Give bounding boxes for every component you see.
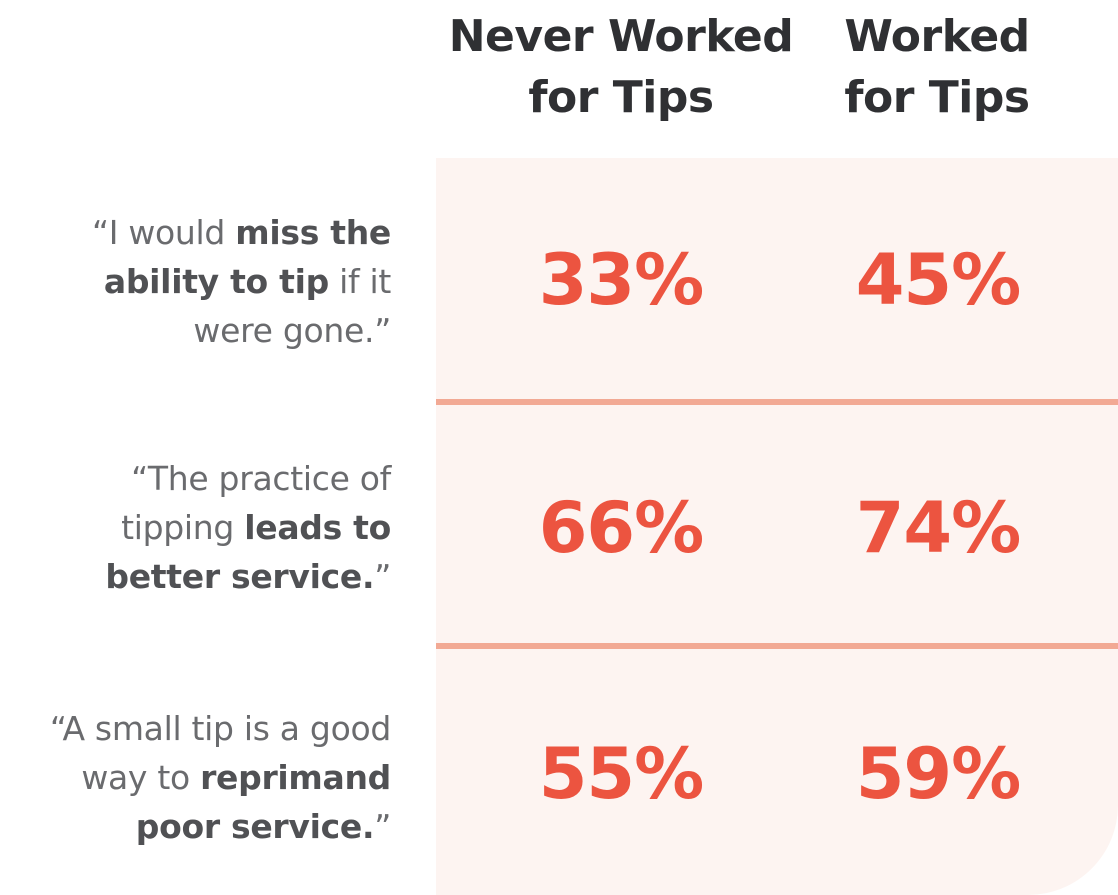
statement-line: “A small tip is a good bbox=[0, 704, 391, 753]
row-divider bbox=[436, 643, 1118, 649]
statement-line: poor service.” bbox=[0, 802, 392, 851]
statement-emphasis: better service. bbox=[105, 557, 375, 596]
statement-text: ” bbox=[374, 807, 391, 846]
row-statement-reprimand-poor-service: “A small tip is a good way to reprimand po… bbox=[0, 704, 391, 851]
column-header-line: for Tips bbox=[528, 72, 714, 123]
column-header-line: Never Worked bbox=[448, 11, 794, 62]
values-panel bbox=[436, 158, 1118, 895]
column-header-line: for Tips bbox=[844, 72, 1030, 123]
row-divider bbox=[436, 399, 1118, 405]
value-worked-reprimand: 59% bbox=[855, 733, 1022, 815]
statement-line: were gone.” bbox=[0, 306, 391, 355]
statement-text: “A small tip is a good bbox=[49, 709, 391, 748]
statement-line: way to reprimand bbox=[0, 753, 391, 802]
statement-text: were gone.” bbox=[193, 311, 391, 350]
statement-emphasis: reprimand bbox=[200, 758, 391, 797]
value-worked-miss-ability: 45% bbox=[855, 239, 1022, 321]
column-header-line: Worked bbox=[844, 11, 1030, 62]
statement-line: “The practice of bbox=[0, 454, 391, 503]
row-statement-miss-ability-to-tip: “I would miss the ability to tip if it wer… bbox=[0, 208, 391, 355]
value-never-worked-reprimand: 55% bbox=[538, 733, 705, 815]
statement-text: tipping bbox=[121, 508, 245, 547]
column-header-worked: Worked for Tips bbox=[806, 6, 1068, 128]
value-never-worked-miss-ability: 33% bbox=[538, 239, 705, 321]
statement-text: “The practice of bbox=[131, 459, 391, 498]
statement-text: if it bbox=[328, 262, 391, 301]
statement-emphasis: ability to tip bbox=[103, 262, 329, 301]
row-statement-leads-to-better-service: “The practice of tipping leads to better s… bbox=[0, 454, 391, 601]
statement-emphasis: leads to bbox=[244, 508, 391, 547]
statement-line: tipping leads to bbox=[0, 503, 391, 552]
statement-line: better service.” bbox=[0, 552, 391, 601]
statement-text: “I would bbox=[91, 213, 236, 252]
statement-emphasis: poor service. bbox=[135, 807, 375, 846]
value-worked-better-service: 74% bbox=[855, 487, 1022, 569]
value-never-worked-better-service: 66% bbox=[538, 487, 705, 569]
statement-text: way to bbox=[81, 758, 201, 797]
statement-line: ability to tip if it bbox=[0, 257, 391, 306]
statement-line: “I would miss the bbox=[0, 208, 391, 257]
statement-text: ” bbox=[374, 557, 391, 596]
column-header-never-worked: Never Worked for Tips bbox=[436, 6, 806, 128]
statement-emphasis: miss the bbox=[235, 213, 391, 252]
